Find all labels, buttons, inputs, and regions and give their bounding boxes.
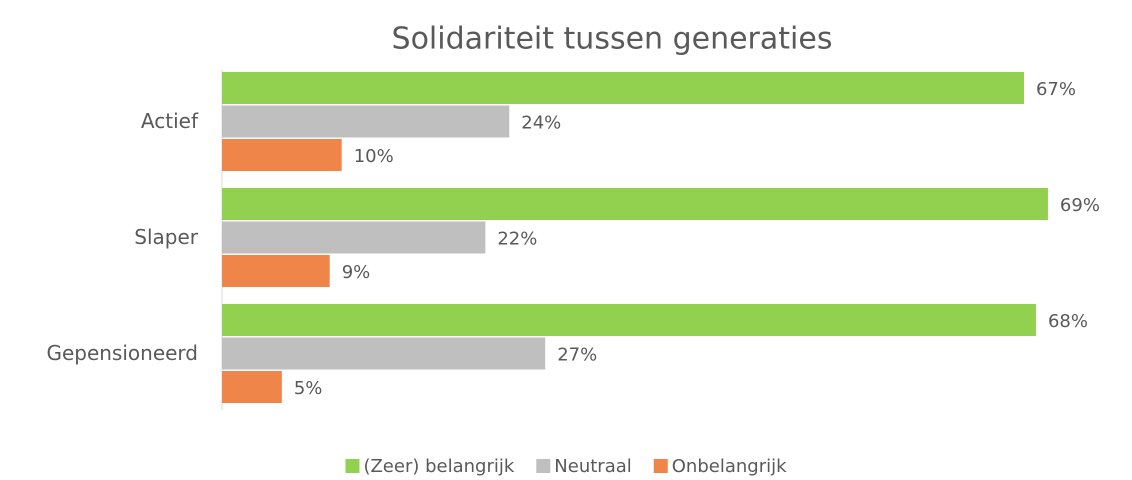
category-label: Actief <box>141 109 199 133</box>
value-label: 5% <box>294 378 323 399</box>
value-label: 67% <box>1036 79 1076 100</box>
value-label: 27% <box>557 345 597 366</box>
bar <box>222 221 486 254</box>
category-label: Slaper <box>134 225 199 249</box>
value-label: 68% <box>1048 311 1088 332</box>
legend-label: Onbelangrijk <box>672 456 787 477</box>
bar <box>222 105 510 138</box>
category-label: Gepensioneerd <box>46 341 198 365</box>
bar <box>222 371 282 403</box>
chart-title: Solidariteit tussen generaties <box>392 22 833 57</box>
value-label: 69% <box>1060 195 1100 216</box>
bar <box>222 304 1036 336</box>
value-label: 9% <box>342 262 371 283</box>
legend-swatch <box>345 459 360 473</box>
bar <box>222 255 330 287</box>
legend-swatch <box>653 459 668 473</box>
value-label: 24% <box>521 113 561 134</box>
legend-label: (Zeer) belangrijk <box>363 456 514 477</box>
bar <box>222 188 1048 220</box>
bar <box>222 72 1024 104</box>
value-label: 10% <box>354 146 394 167</box>
legend-label: Neutraal <box>554 456 631 477</box>
legend-swatch <box>536 459 551 473</box>
bar <box>222 139 342 171</box>
value-label: 22% <box>497 229 537 250</box>
bar <box>222 337 546 370</box>
